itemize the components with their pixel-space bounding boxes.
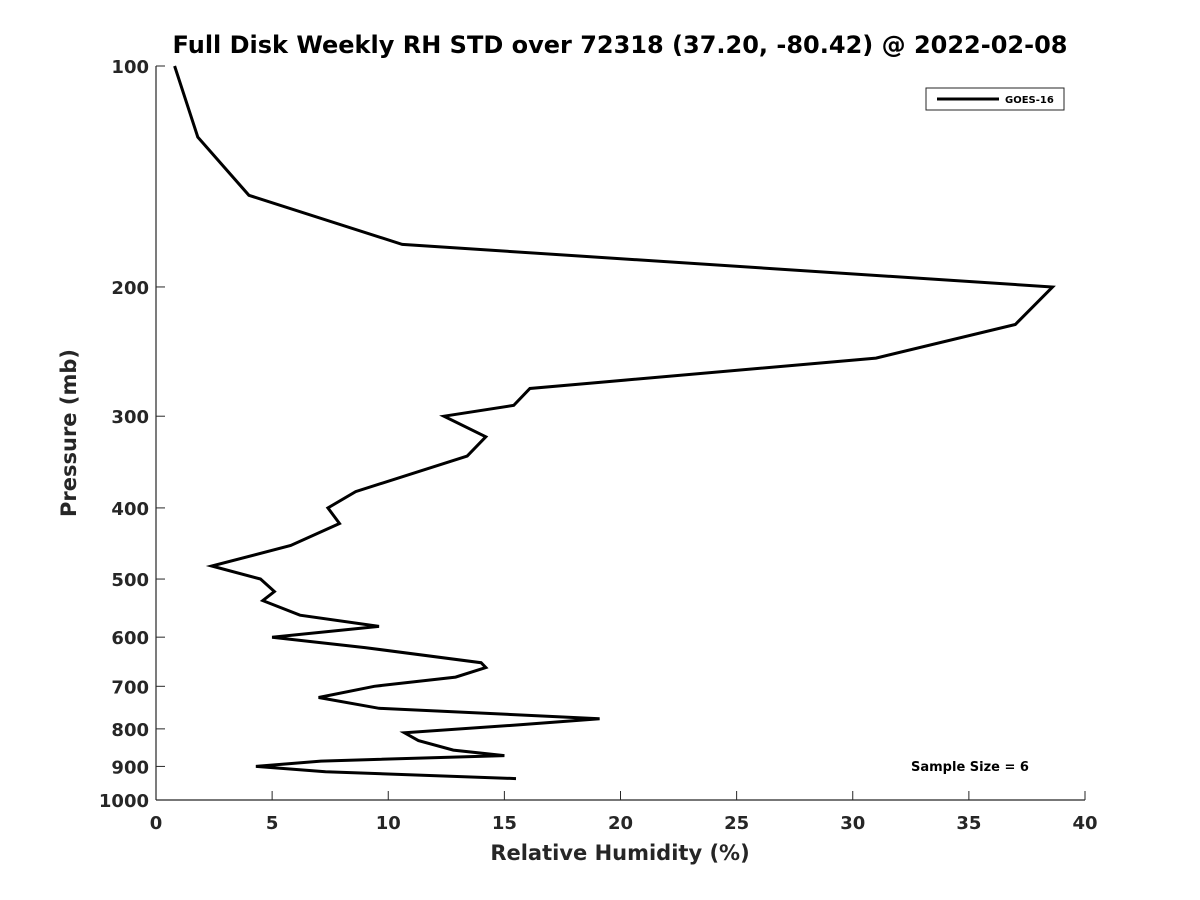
y-tick-label: 1000 bbox=[99, 791, 149, 812]
y-tick-label: 100 bbox=[111, 57, 149, 78]
x-axis-ticks: 0 5 10 15 20 25 30 35 40 bbox=[150, 791, 1098, 834]
y-tick-label: 200 bbox=[111, 278, 149, 299]
legend-entry-goes-16: GOES-16 bbox=[1005, 95, 1054, 106]
x-tick-label: 40 bbox=[1072, 813, 1097, 834]
chart-title: Full Disk Weekly RH STD over 72318 (37.2… bbox=[173, 31, 1068, 59]
x-tick-label: 15 bbox=[492, 813, 517, 834]
y-tick-label: 900 bbox=[111, 757, 149, 778]
y-tick-label: 400 bbox=[111, 499, 149, 520]
legend: GOES-16 bbox=[925, 87, 1065, 111]
x-tick-label: 5 bbox=[266, 813, 279, 834]
y-tick-label: 800 bbox=[111, 720, 149, 741]
y-tick-label: 600 bbox=[111, 628, 149, 649]
y-axis-ticks: 100 200 300 400 500 600 700 800 900 1000 bbox=[99, 57, 165, 812]
x-tick-label: 10 bbox=[376, 813, 401, 834]
x-axis-label: Relative Humidity (%) bbox=[490, 841, 749, 865]
sample-size-annotation: Sample Size = 6 bbox=[911, 760, 1029, 775]
series-line-goes-16 bbox=[173, 65, 1056, 781]
x-tick-label: 35 bbox=[956, 813, 981, 834]
y-tick-label: 700 bbox=[111, 677, 149, 698]
y-tick-label: 500 bbox=[111, 570, 149, 591]
x-tick-label: 30 bbox=[840, 813, 865, 834]
x-tick-label: 20 bbox=[608, 813, 633, 834]
x-tick-label: 0 bbox=[150, 813, 163, 834]
x-tick-label: 25 bbox=[724, 813, 749, 834]
y-tick-label: 300 bbox=[111, 407, 149, 428]
y-axis-label: Pressure (mb) bbox=[57, 349, 81, 517]
